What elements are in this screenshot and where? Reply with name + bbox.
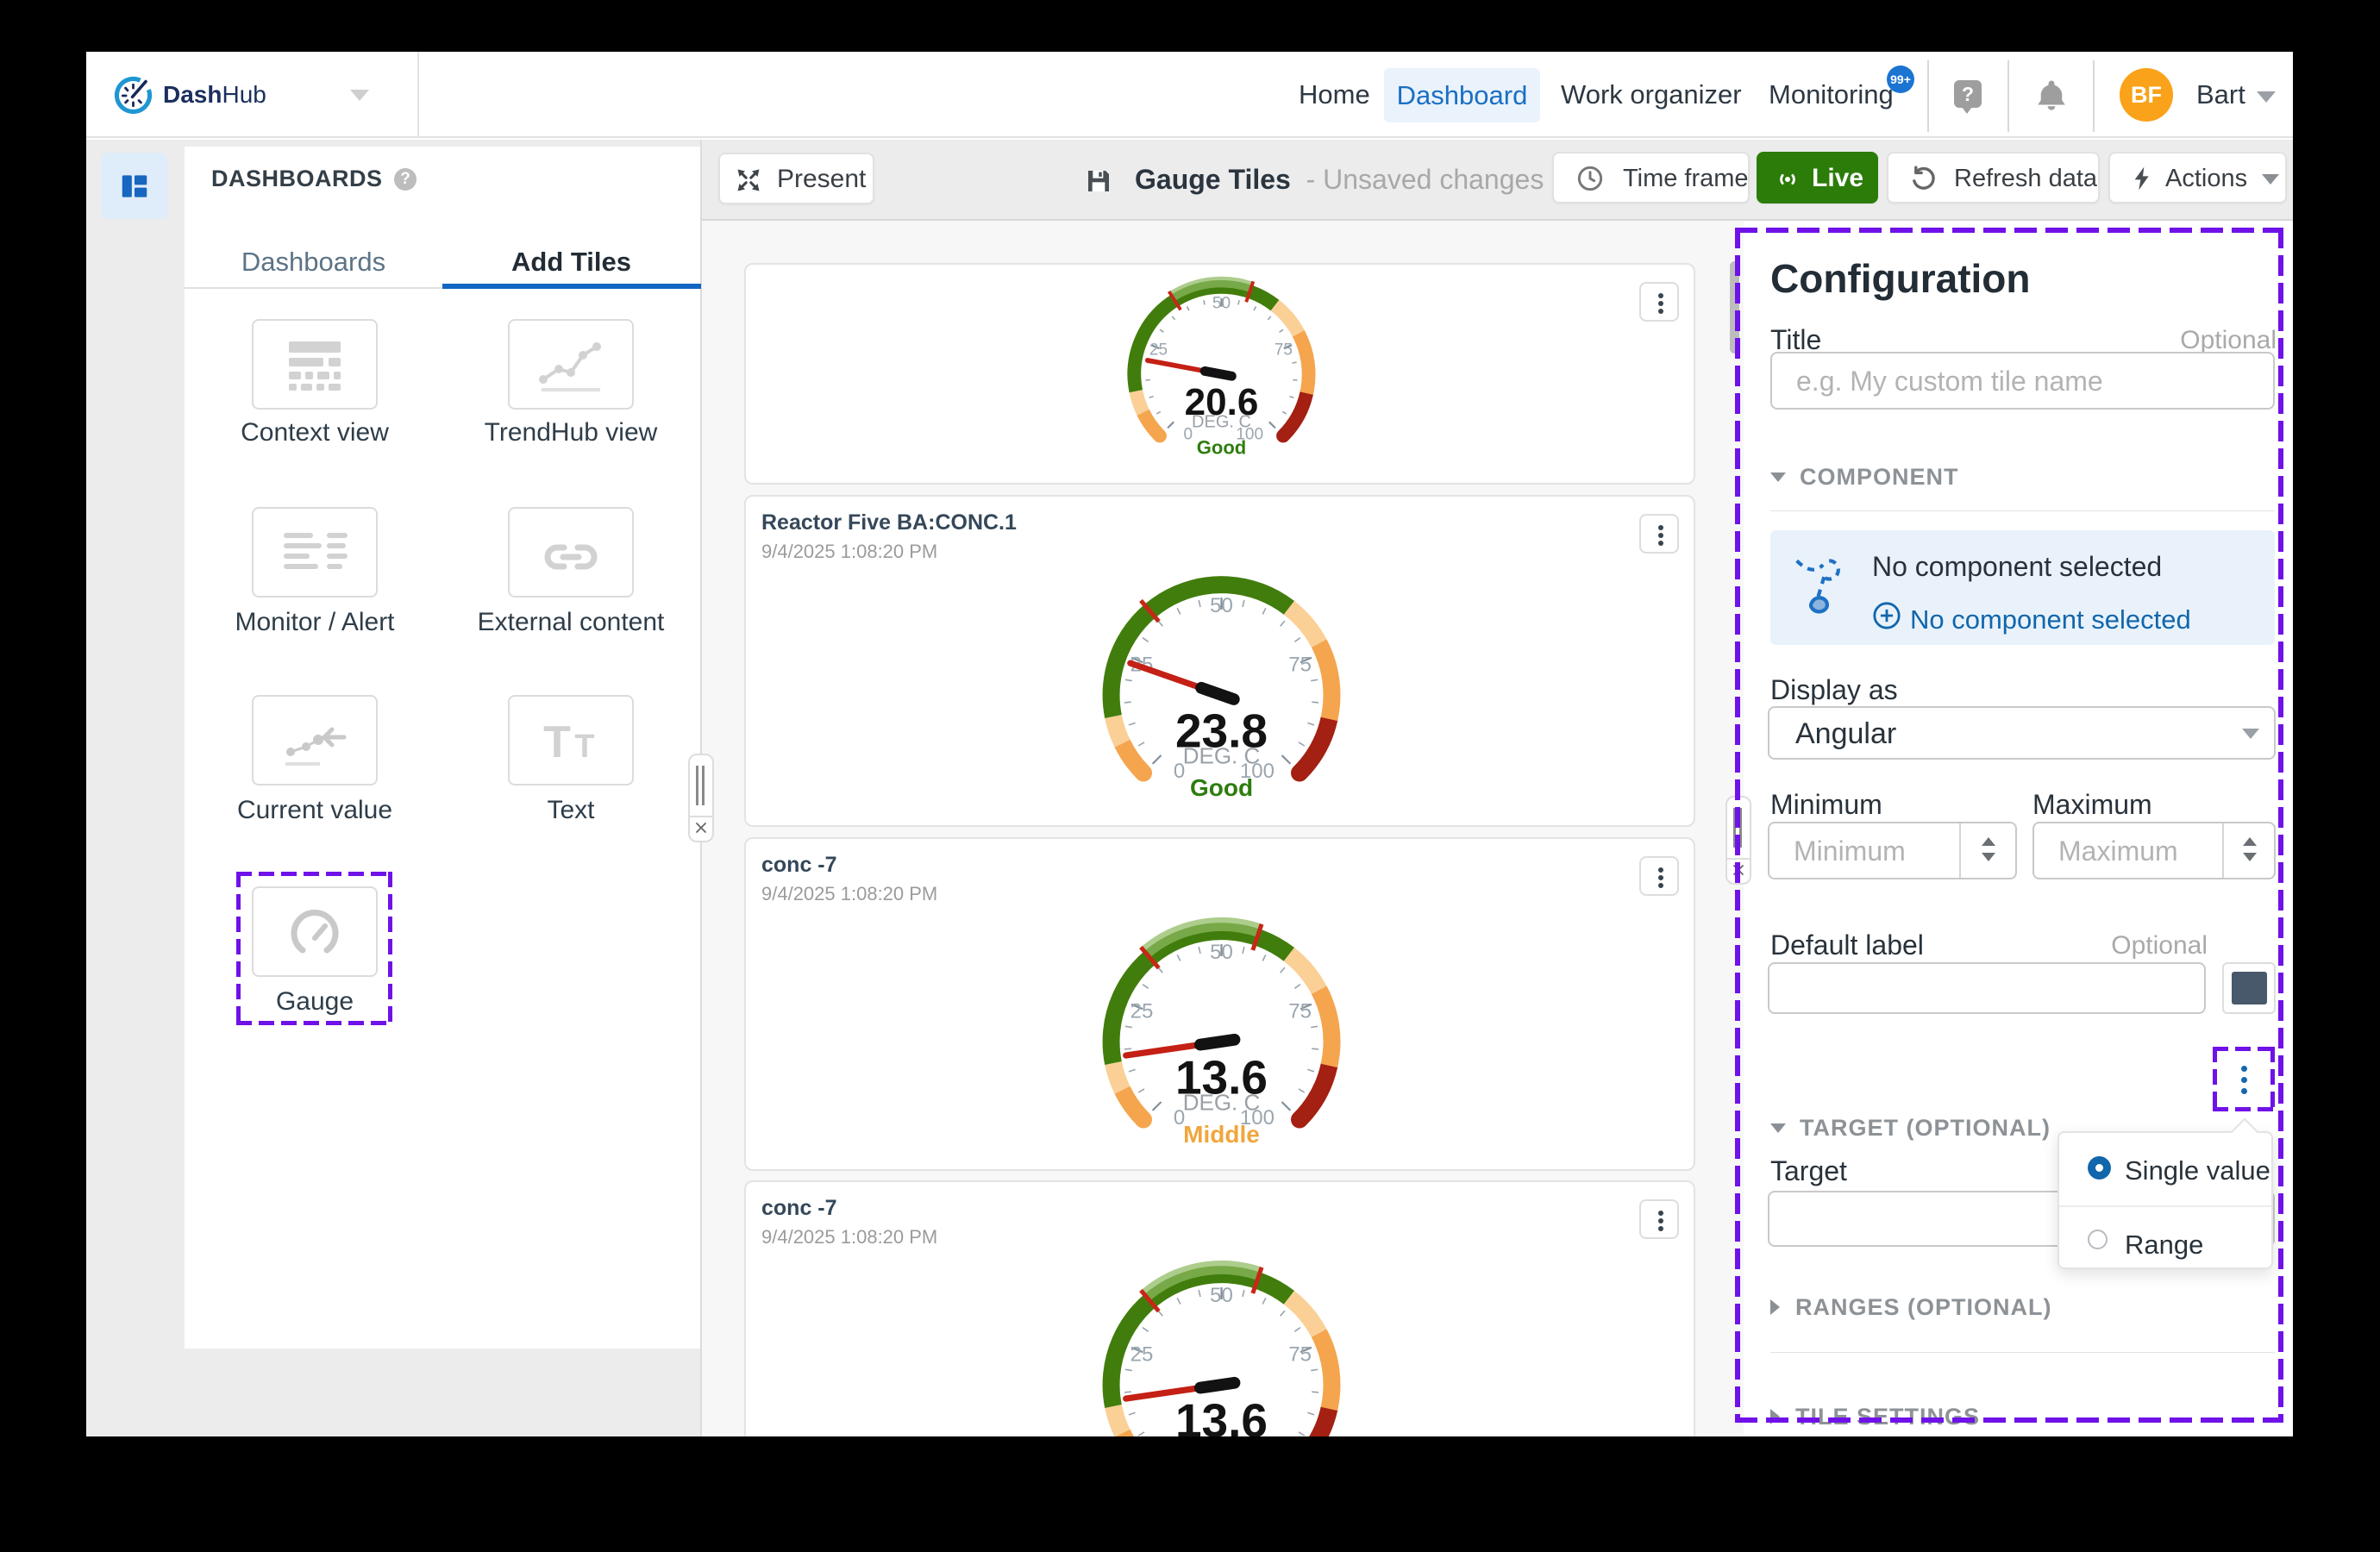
svg-text:75: 75 [1288, 653, 1312, 676]
svg-text:0: 0 [1174, 1106, 1185, 1130]
svg-text:0: 0 [1184, 425, 1193, 443]
svg-text:DEG. C: DEG. C [1183, 742, 1261, 768]
svg-text:50: 50 [1210, 1284, 1233, 1307]
svg-text:0: 0 [1174, 760, 1185, 783]
svg-text:75: 75 [1288, 999, 1312, 1023]
svg-text:Good: Good [1197, 437, 1246, 459]
svg-text:75: 75 [1275, 341, 1293, 360]
svg-text:100: 100 [1240, 1106, 1275, 1130]
svg-text:75: 75 [1288, 1342, 1312, 1366]
svg-text:50: 50 [1210, 941, 1233, 964]
svg-text:DEG. C: DEG. C [1192, 413, 1251, 432]
svg-text:50: 50 [1210, 594, 1233, 617]
svg-text:DEG. C: DEG. C [1183, 1089, 1261, 1115]
svg-text:Middle: Middle [1183, 1121, 1260, 1148]
svg-text:100: 100 [1236, 425, 1263, 443]
svg-text:25: 25 [1149, 341, 1168, 360]
svg-text:13.6: 13.6 [1175, 1393, 1268, 1436]
svg-text:100: 100 [1240, 760, 1275, 783]
svg-text:T: T [543, 717, 571, 767]
svg-text:25: 25 [1130, 1342, 1154, 1366]
svg-text:25: 25 [1130, 999, 1154, 1023]
svg-text:DEG. C: DEG. C [1183, 1432, 1261, 1436]
svg-text:T: T [574, 729, 594, 765]
svg-text:20.6: 20.6 [1185, 381, 1259, 423]
svg-text:13.6: 13.6 [1175, 1050, 1268, 1104]
svg-text:Good: Good [1190, 774, 1253, 801]
svg-text:50: 50 [1212, 295, 1231, 313]
svg-text:23.8: 23.8 [1175, 704, 1268, 757]
